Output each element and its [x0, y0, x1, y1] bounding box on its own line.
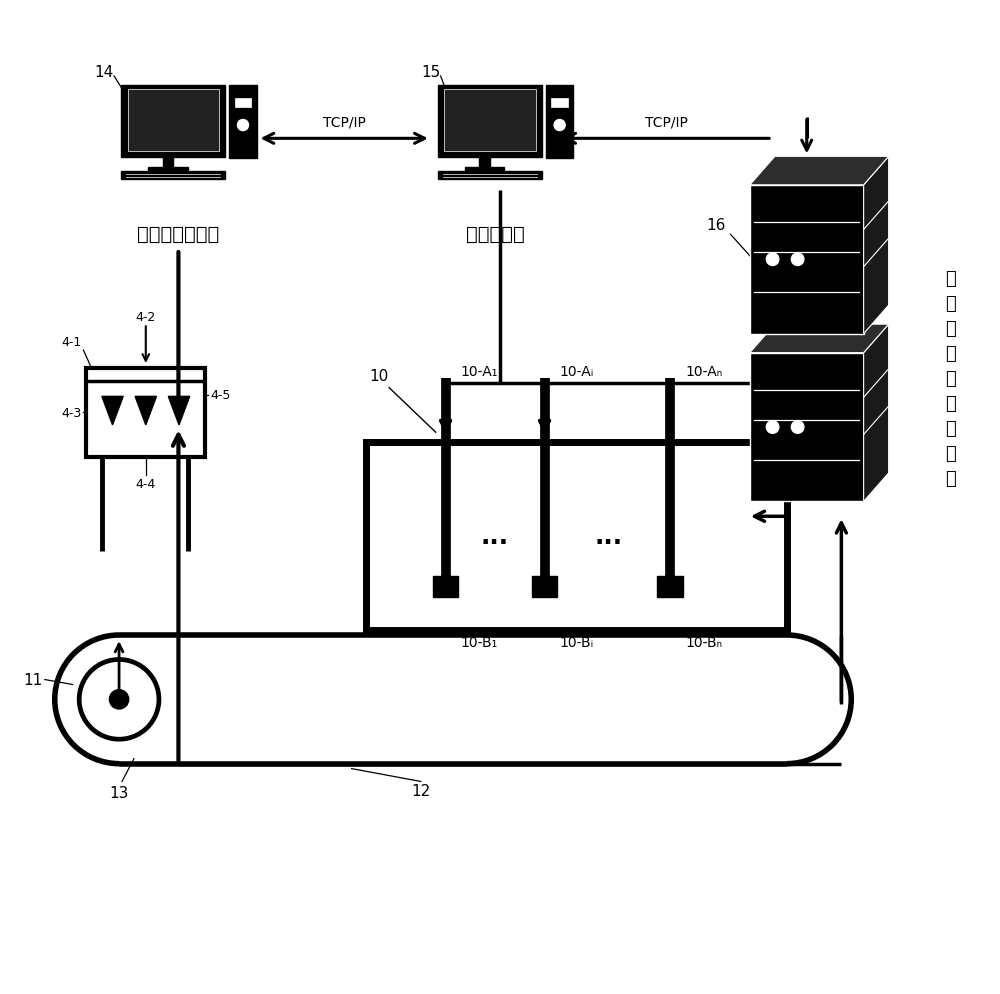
Circle shape	[109, 690, 129, 710]
Polygon shape	[121, 172, 225, 180]
Text: TCP/IP: TCP/IP	[323, 115, 366, 129]
Text: 识别定位子系统: 识别定位子系统	[137, 226, 220, 245]
Text: 主控子系统: 主控子系统	[466, 226, 524, 245]
Text: ...: ...	[595, 525, 623, 549]
Polygon shape	[102, 397, 123, 425]
Circle shape	[237, 120, 249, 131]
Polygon shape	[750, 325, 889, 353]
Circle shape	[791, 421, 804, 433]
Polygon shape	[750, 353, 864, 502]
Polygon shape	[532, 577, 557, 597]
Text: 10-Aᵢ: 10-Aᵢ	[559, 365, 594, 379]
Circle shape	[766, 421, 779, 433]
Polygon shape	[864, 157, 889, 334]
Text: 4-4: 4-4	[136, 477, 156, 490]
Polygon shape	[465, 167, 504, 170]
Text: ...: ...	[481, 525, 509, 549]
Text: 4-1: 4-1	[61, 336, 81, 349]
Text: 10-B₁: 10-B₁	[460, 635, 498, 649]
Text: 13: 13	[109, 785, 129, 800]
Polygon shape	[657, 577, 683, 597]
Polygon shape	[479, 158, 490, 167]
Polygon shape	[444, 89, 536, 152]
Polygon shape	[546, 85, 573, 159]
Polygon shape	[438, 86, 542, 158]
Text: 4-2: 4-2	[136, 311, 156, 324]
Polygon shape	[163, 158, 173, 167]
Polygon shape	[433, 577, 458, 597]
Text: 11: 11	[24, 672, 43, 688]
Polygon shape	[128, 89, 219, 152]
Polygon shape	[750, 186, 864, 334]
Text: 4-5: 4-5	[210, 389, 230, 402]
Circle shape	[791, 253, 804, 266]
Text: 10-Bₙ: 10-Bₙ	[685, 635, 722, 649]
Circle shape	[766, 253, 779, 266]
Text: 15: 15	[421, 65, 440, 80]
Polygon shape	[235, 99, 251, 107]
Polygon shape	[121, 86, 225, 158]
Polygon shape	[229, 85, 257, 159]
Text: 10: 10	[370, 369, 389, 384]
Polygon shape	[551, 99, 568, 107]
Polygon shape	[438, 172, 542, 180]
Text: 多
机
械
臂
分
拣
子
系
统: 多 机 械 臂 分 拣 子 系 统	[945, 269, 956, 487]
Polygon shape	[864, 325, 889, 502]
Polygon shape	[148, 167, 188, 170]
Text: TCP/IP: TCP/IP	[645, 115, 688, 129]
Polygon shape	[168, 397, 190, 425]
Circle shape	[554, 120, 565, 131]
Text: 12: 12	[411, 783, 430, 798]
Text: 10-A₁: 10-A₁	[460, 365, 498, 379]
Polygon shape	[135, 397, 156, 425]
Polygon shape	[750, 157, 889, 186]
Text: 10-Bᵢ: 10-Bᵢ	[559, 635, 594, 649]
Text: 14: 14	[95, 65, 114, 80]
Text: 16: 16	[706, 218, 725, 233]
Text: 4-3: 4-3	[61, 407, 81, 419]
Text: 10-Aₙ: 10-Aₙ	[685, 365, 722, 379]
